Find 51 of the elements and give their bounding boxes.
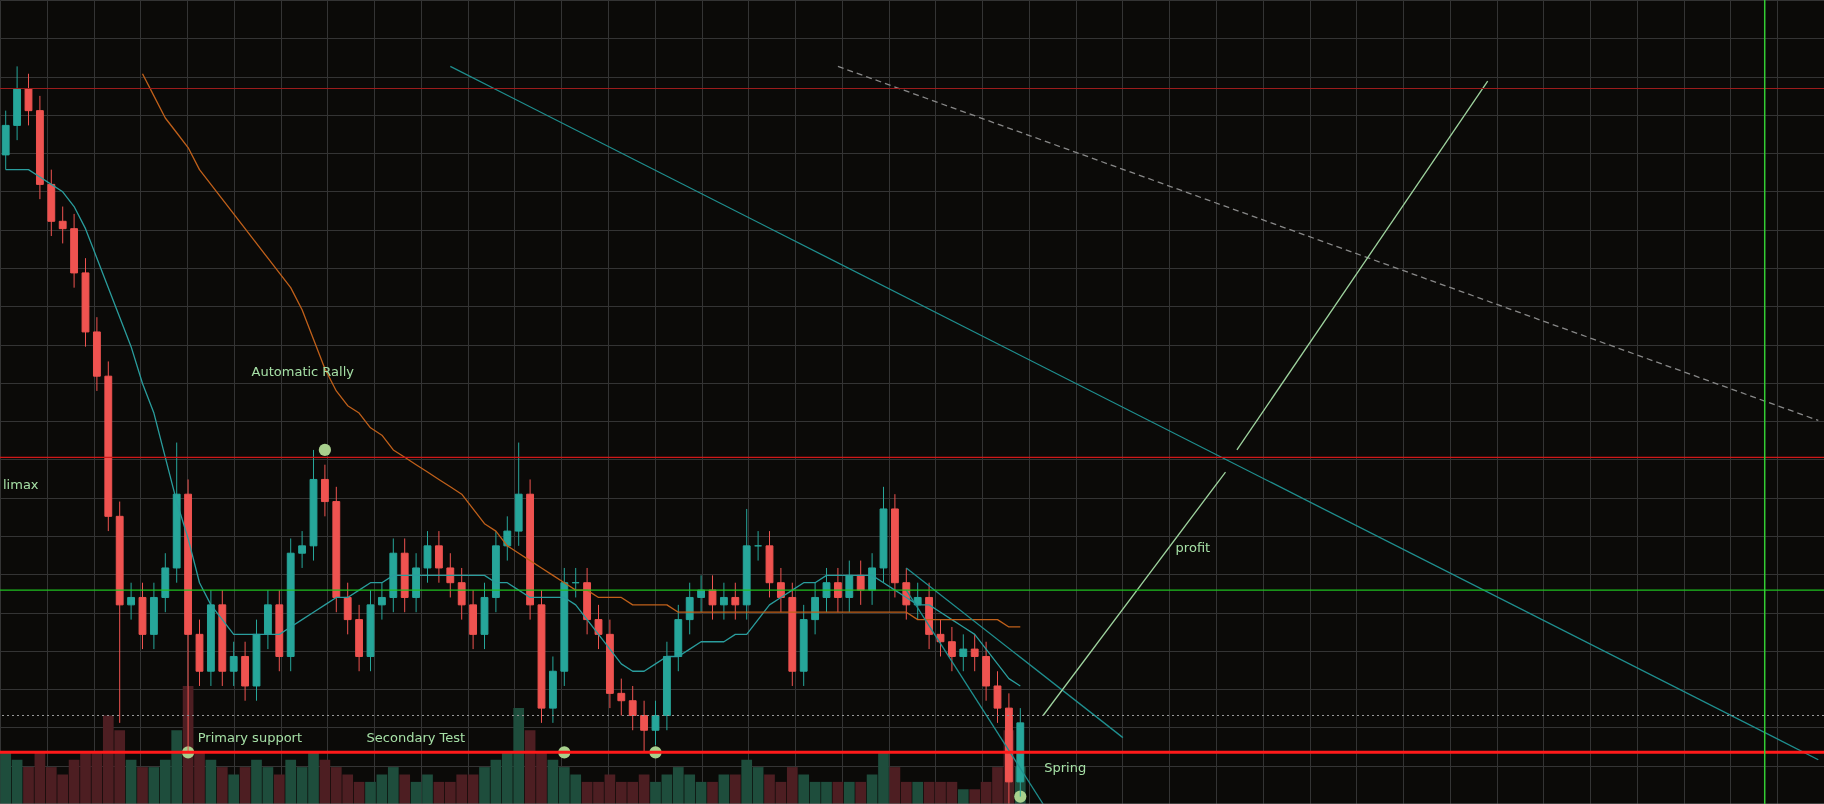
candlestick	[936, 619, 945, 657]
candlestick	[298, 530, 307, 569]
candlestick	[811, 582, 820, 635]
candlestick	[377, 582, 386, 621]
bar	[855, 781, 867, 804]
annotation: limax	[3, 476, 39, 492]
candlestick	[320, 464, 329, 517]
candlestick	[685, 582, 694, 635]
candlestick	[24, 73, 33, 126]
annotation: Secondary Test	[366, 730, 466, 746]
candlestick	[628, 685, 637, 731]
bar	[843, 781, 855, 804]
candlestick	[446, 552, 455, 598]
candlestick	[617, 678, 626, 716]
candlestick	[229, 641, 238, 687]
bar	[957, 789, 969, 804]
candlestick	[434, 530, 443, 584]
bar	[205, 759, 217, 804]
bar	[273, 774, 285, 804]
candlestick	[959, 633, 968, 672]
candlestick	[651, 700, 660, 746]
candlestick	[868, 552, 877, 606]
bar	[729, 774, 741, 804]
bar	[707, 781, 718, 804]
annotation: Primary support	[197, 730, 303, 746]
candlestick	[343, 582, 352, 635]
candlestick	[640, 700, 649, 753]
candlestick	[594, 604, 603, 650]
candlestick	[833, 567, 842, 613]
candlestick	[822, 567, 831, 613]
candlestick	[719, 582, 728, 621]
bar	[125, 759, 137, 804]
candlestick	[127, 582, 136, 621]
candlestick	[423, 530, 432, 584]
candlestick	[58, 206, 67, 244]
candlestick	[503, 515, 512, 562]
candlestick	[708, 574, 717, 621]
bar	[137, 767, 148, 804]
bar	[228, 774, 240, 804]
candlestick	[993, 670, 1002, 724]
annotation: profit	[1175, 540, 1211, 556]
candlestick	[970, 633, 979, 672]
candlestick	[457, 567, 466, 621]
bar	[239, 767, 251, 804]
annotation: Spring	[1044, 759, 1087, 775]
bar	[912, 781, 924, 804]
candlestick	[947, 626, 956, 672]
candlestick	[731, 582, 740, 621]
bar	[216, 767, 228, 804]
bar	[399, 774, 411, 804]
bar	[718, 774, 730, 804]
